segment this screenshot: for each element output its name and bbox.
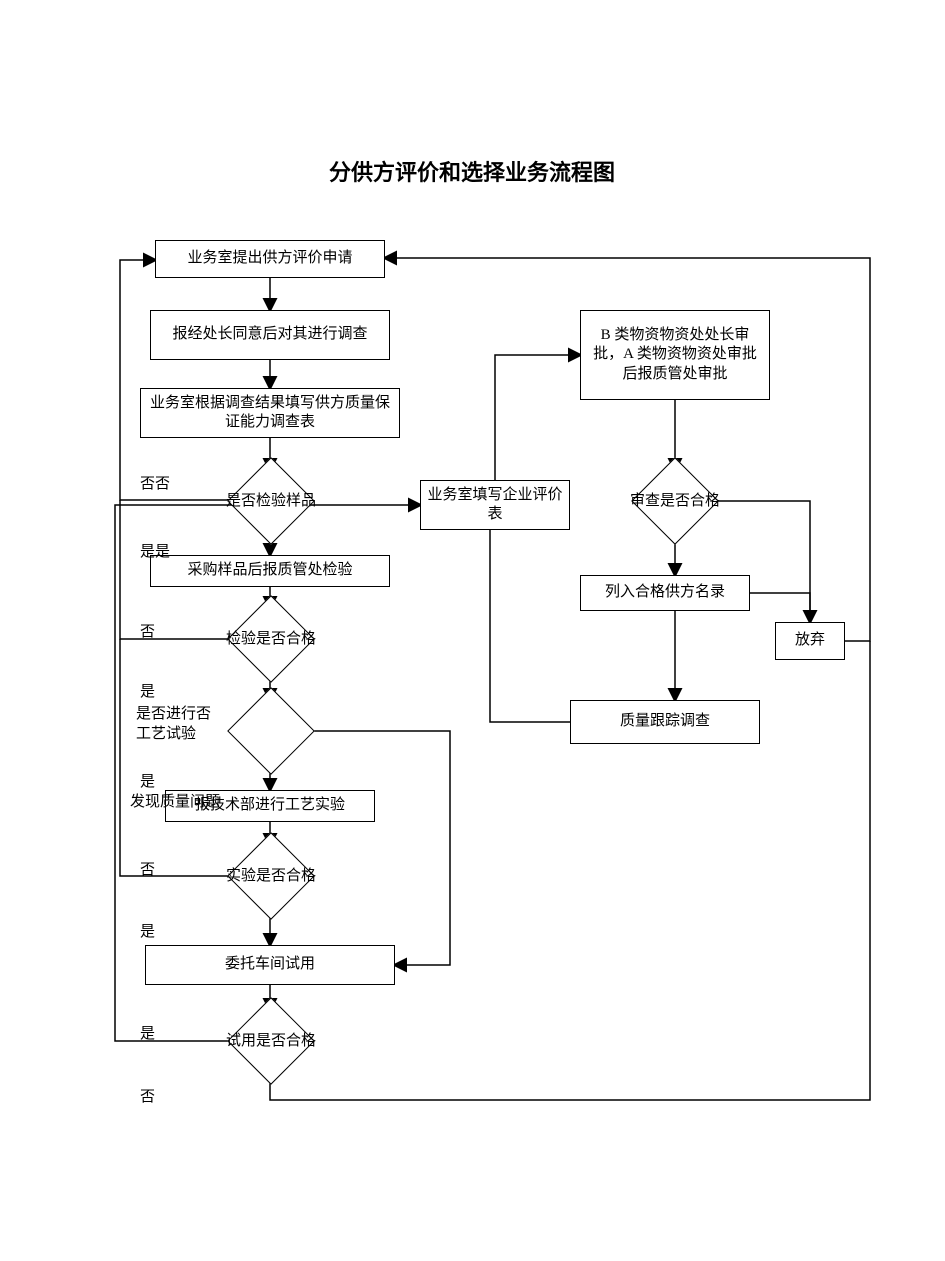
diamond-shape (227, 832, 315, 920)
node-n9: 列入合格供方名录 (580, 575, 750, 611)
node-d6: 审查是否合格 (644, 470, 706, 532)
diamond-shape (227, 457, 315, 545)
label-l_fx: 发现质量问题 (130, 790, 220, 811)
edge-e_n11_left (490, 530, 570, 722)
label-l_d2_no: 否 (140, 620, 155, 641)
label-l_d4_no: 否 (140, 858, 155, 879)
node-n6: 委托车间试用 (145, 945, 395, 985)
node-n3: 业务室根据调查结果填写供方质量保证能力调查表 (140, 388, 400, 438)
edge-e_d4_no_loop (120, 639, 240, 876)
node-n10: 放弃 (775, 622, 845, 660)
node-n1: 业务室提出供方评价申请 (155, 240, 385, 278)
node-n7: 业务室填写企业评价表 (420, 480, 570, 530)
edge-e_d3_right (302, 731, 450, 965)
node-n8: B 类物资物资处处长审批，A 类物资物资处审批后报质管处审批 (580, 310, 770, 400)
label-l_d3_q2: 工艺试验 (136, 722, 196, 743)
diamond-shape (227, 997, 315, 1085)
label-l_d5_yes: 是 (140, 1022, 155, 1043)
node-d2: 检验是否合格 (240, 608, 302, 670)
flowchart-canvas: 分供方评价和选择业务流程图 业务室提出供方评价申请报经处长同意后对其进行调查业务… (0, 0, 945, 1261)
diamond-shape (227, 687, 315, 775)
label-l_d4_yes: 是 (140, 920, 155, 941)
node-d3 (240, 700, 302, 762)
label-l_d2_yes: 是 (140, 680, 155, 701)
label-l_d1_yes: 是是 (140, 540, 170, 561)
label-l_d3_q1: 是否进行否 (136, 702, 211, 723)
edge-e_d1_no_loop (120, 260, 240, 500)
node-n11: 质量跟踪调查 (570, 700, 760, 744)
edge-e_n9_right (750, 593, 810, 622)
node-d1: 是否检验样品 (240, 470, 302, 532)
node-n4: 采购样品后报质管处检验 (150, 555, 390, 587)
diamond-shape (631, 457, 719, 545)
label-l_d5_no: 否 (140, 1085, 155, 1106)
diagram-title: 分供方评价和选择业务流程图 (272, 155, 672, 187)
node-d4: 实验是否合格 (240, 845, 302, 907)
label-l_d1_no: 否否 (140, 472, 170, 493)
diamond-shape (227, 595, 315, 683)
label-l_d3_yes: 是 (140, 770, 155, 791)
node-n2: 报经处长同意后对其进行调查 (150, 310, 390, 360)
node-d5: 试用是否合格 (240, 1010, 302, 1072)
